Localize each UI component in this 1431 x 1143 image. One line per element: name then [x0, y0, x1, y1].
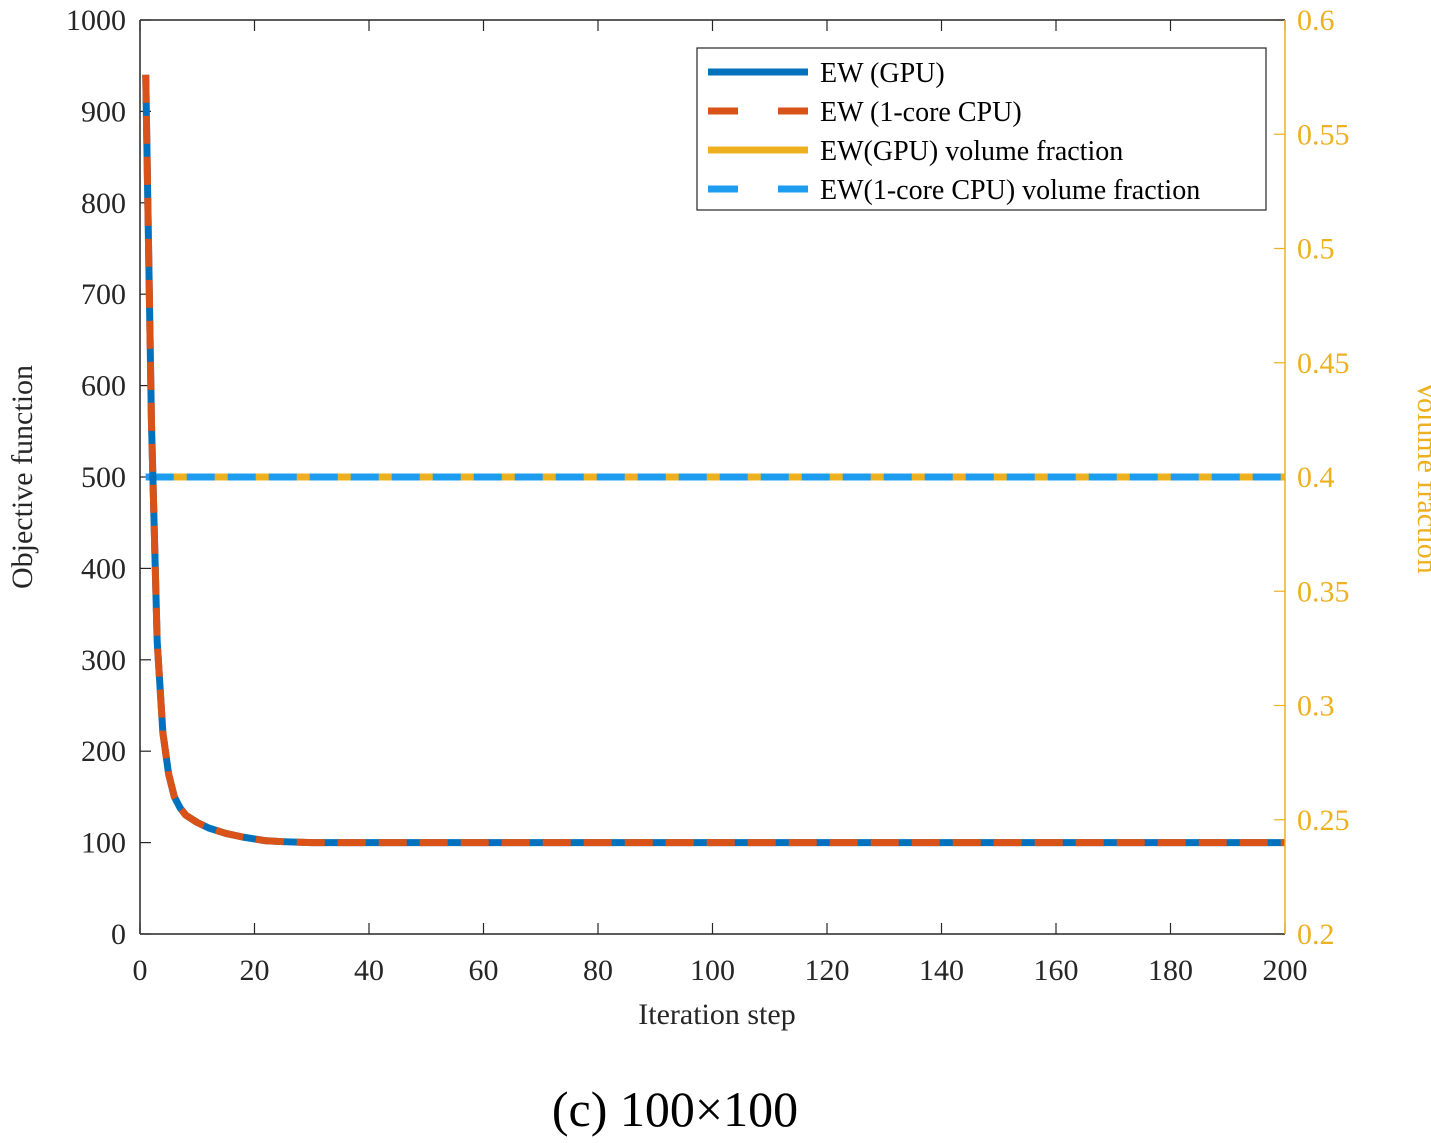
y-right-tick-label: 0.35 — [1297, 575, 1350, 608]
x-tick-label: 80 — [583, 954, 613, 987]
y-tick-label: 300 — [81, 644, 126, 677]
y-right-tick-label: 0.4 — [1297, 461, 1335, 494]
y-tick-label: 200 — [81, 735, 126, 768]
legend-label: EW (GPU) — [820, 58, 945, 89]
legend-label: EW(1-core CPU) volume fraction — [820, 175, 1200, 206]
legend-label: EW (1-core CPU) — [820, 97, 1022, 128]
y-right-tick-label: 0.5 — [1297, 233, 1335, 266]
y-tick-label: 100 — [81, 827, 126, 860]
x-axis-title: Iteration step — [638, 998, 795, 1031]
y-right-tick-label: 0.25 — [1297, 804, 1350, 837]
y-tick-label: 0 — [111, 918, 126, 951]
y-tick-label: 600 — [81, 370, 126, 403]
y-right-tick-label: 0.6 — [1297, 4, 1335, 37]
legend: EW (GPU) EW (1-core CPU) EW(GPU) volume fr… — [696, 47, 1267, 211]
figure-caption: (c) 100×100 — [552, 1081, 798, 1137]
x-tick-label: 120 — [805, 954, 850, 987]
y-tick-label: 800 — [81, 187, 126, 220]
x-tick-label: 200 — [1263, 954, 1308, 987]
x-tick-label: 0 — [133, 954, 148, 987]
series-line-2 — [142, 74, 1285, 847]
x-tick-label: 40 — [354, 954, 384, 987]
x-tick-label: 160 — [1034, 954, 1079, 987]
x-tick-label: 20 — [240, 954, 270, 987]
y-tick-label: 400 — [81, 552, 126, 585]
y-tick-label: 900 — [81, 95, 126, 128]
y-axis-title: Objective function — [6, 365, 39, 589]
tick-labels: 0 20 40 60 80 100 120 140 160 180 200 0 100 200 300 400… — [66, 4, 1350, 987]
y-tick-label: 700 — [81, 278, 126, 311]
y-tick-label: 1000 — [66, 4, 126, 37]
x-tick-label: 60 — [469, 954, 499, 987]
y-right-tick-label: 0.2 — [1297, 918, 1335, 951]
legend-label: EW(GPU) volume fraction — [820, 136, 1123, 167]
x-tick-label: 140 — [919, 954, 964, 987]
y-axis-right-title: Volume fraction — [1411, 380, 1431, 574]
y-tick-label: 500 — [81, 461, 126, 494]
y-right-tick-label: 0.55 — [1297, 118, 1350, 151]
x-tick-label: 100 — [690, 954, 735, 987]
x-tick-label: 180 — [1148, 954, 1193, 987]
y-right-tick-label: 0.45 — [1297, 347, 1350, 380]
y-right-tick-label: 0.3 — [1297, 690, 1335, 723]
series-layer — [142, 74, 1285, 847]
